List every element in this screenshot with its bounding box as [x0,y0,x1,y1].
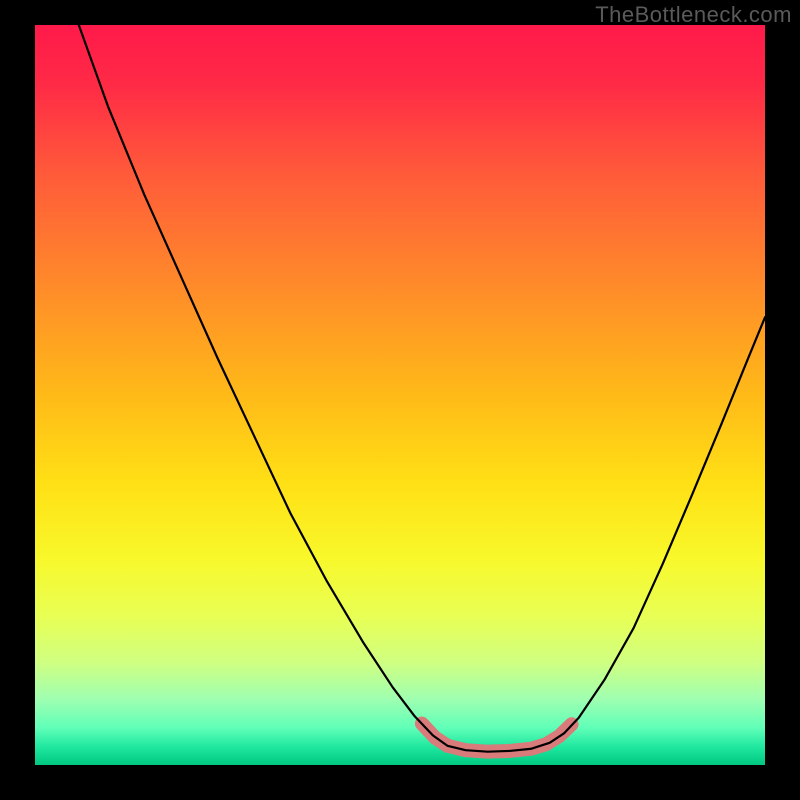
plot-background [35,25,765,765]
watermark-text: TheBottleneck.com [595,2,792,28]
chart-plot [35,25,765,765]
chart-root: TheBottleneck.com [0,0,800,800]
